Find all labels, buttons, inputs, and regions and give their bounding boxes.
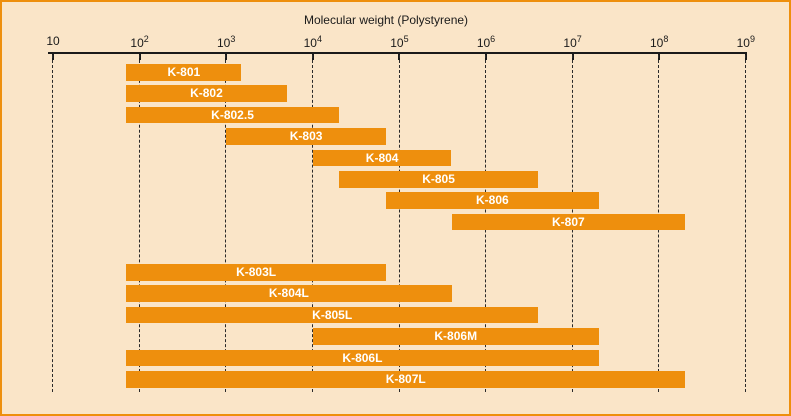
x-tick-label: 103 xyxy=(217,34,236,50)
range-bar-k-805l: K-805L xyxy=(126,306,539,324)
x-tick-label: 109 xyxy=(736,34,755,50)
bar-label: K-807 xyxy=(552,214,585,229)
bar-label: K-803L xyxy=(236,265,277,279)
range-bar-k-802: K-802 xyxy=(126,85,287,102)
range-bar-k-805: K-805 xyxy=(338,171,539,188)
decade-gridline xyxy=(398,55,400,392)
bar-label: K-805L xyxy=(312,307,353,322)
chart-title: Molecular weight (Polystyrene) xyxy=(303,13,469,27)
range-bar-k-806m: K-806M xyxy=(312,328,599,345)
range-bar-k-807l: K-807L xyxy=(126,371,686,388)
bar-label: K-804 xyxy=(365,150,399,165)
bar-label: K-806M xyxy=(434,329,478,344)
x-tick-label: 105 xyxy=(390,34,409,50)
decade-gridline xyxy=(312,55,314,392)
range-bar-k-804: K-804 xyxy=(312,149,452,167)
range-bar-k-806l: K-806L xyxy=(126,349,599,367)
decade-gridline xyxy=(225,55,227,392)
x-tick-label: 108 xyxy=(650,34,669,50)
decade-gridline xyxy=(138,55,140,392)
bar-label: K-801 xyxy=(167,65,201,79)
bar-label: K-806L xyxy=(342,350,383,365)
bar-label: K-805 xyxy=(422,172,455,186)
range-bar-k-801: K-801 xyxy=(126,64,242,81)
bar-label: K-804L xyxy=(268,286,309,301)
x-tick-label: 107 xyxy=(563,34,582,50)
range-bar-k-806: K-806 xyxy=(386,192,599,209)
bar-label: K-806 xyxy=(476,193,509,208)
bar-label: K-807L xyxy=(385,372,426,386)
range-bar-k-803l: K-803L xyxy=(126,264,386,281)
range-bar-k-804l: K-804L xyxy=(126,285,452,302)
range-bar-k-802.5: K-802.5 xyxy=(126,106,339,124)
range-bar-k-807: K-807 xyxy=(451,213,686,231)
decade-gridline xyxy=(52,55,54,392)
x-tick-label: 106 xyxy=(476,34,496,50)
bar-label: K-803 xyxy=(289,129,323,144)
bar-label: K-802.5 xyxy=(211,107,254,122)
bar-label: K-802 xyxy=(190,86,223,101)
range-bar-k-803: K-803 xyxy=(226,128,386,145)
decade-gridline xyxy=(745,55,747,392)
x-tick-label: 10 xyxy=(46,34,60,48)
x-tick-label: 104 xyxy=(303,34,322,50)
x-axis-line xyxy=(48,52,747,54)
x-tick-label: 102 xyxy=(130,34,149,50)
